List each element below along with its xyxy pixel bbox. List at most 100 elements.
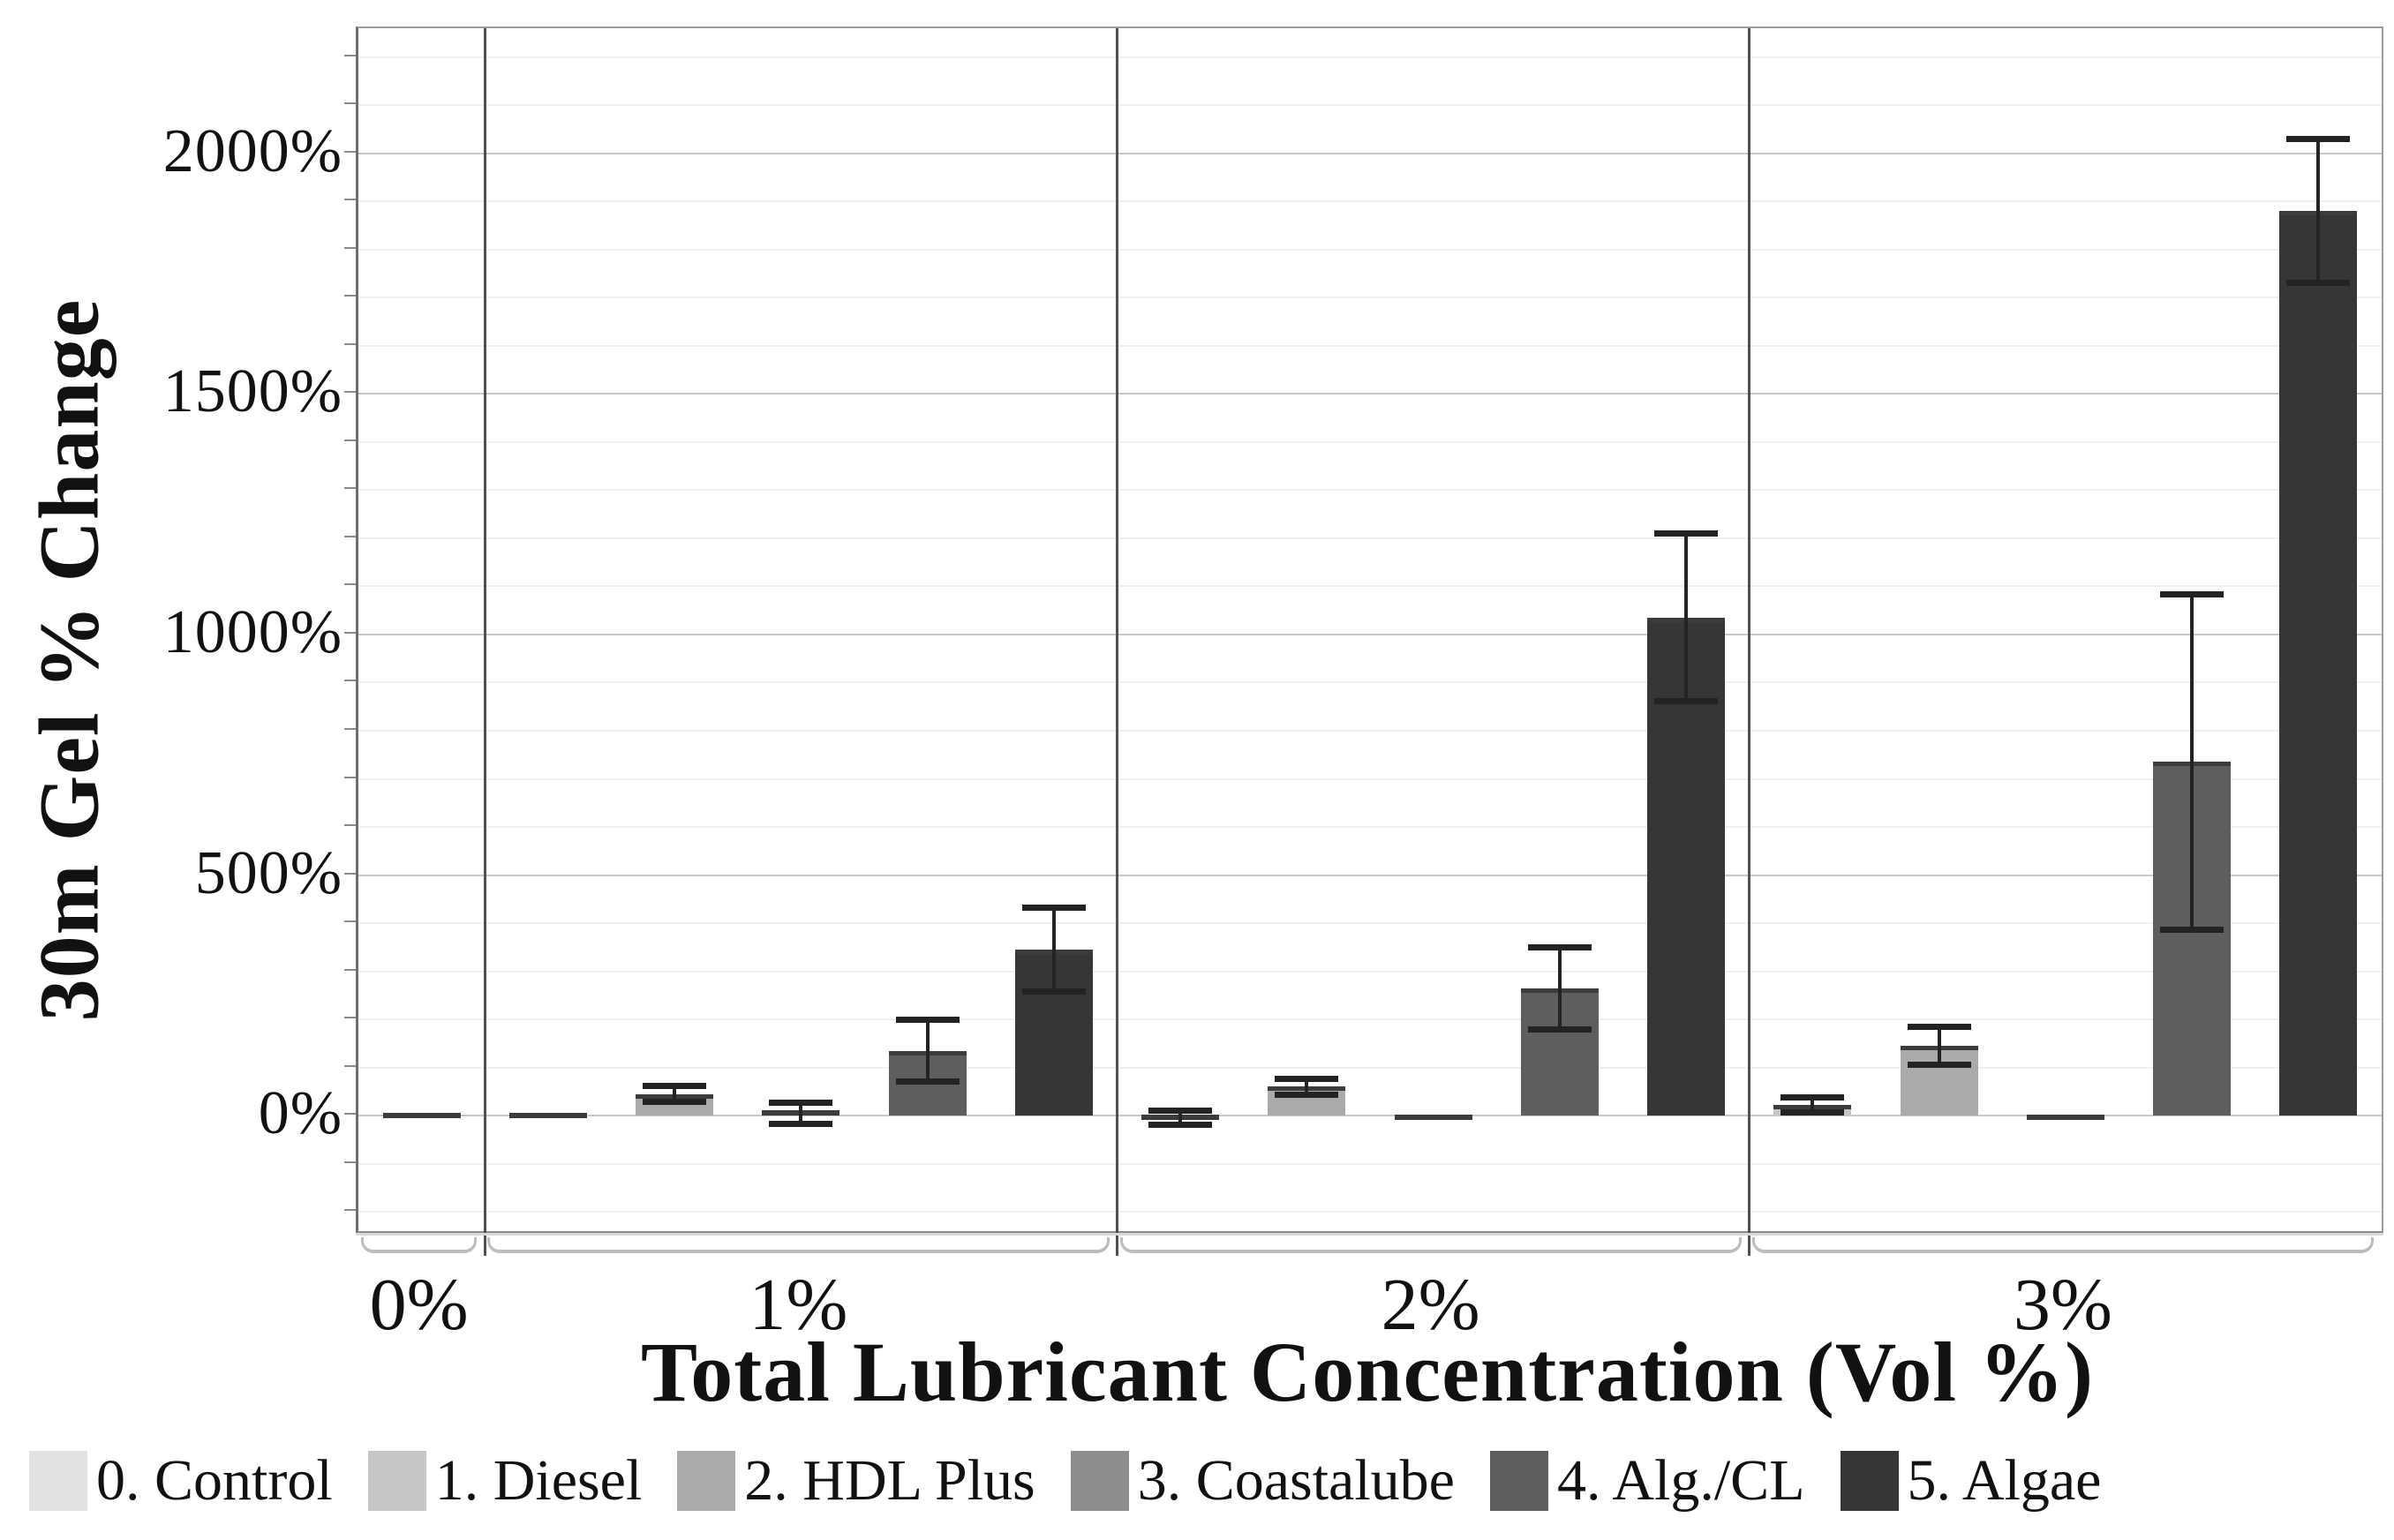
y-axis-tick [344, 1209, 356, 1212]
y-axis-tick [344, 1161, 356, 1163]
error-bar-line [1684, 533, 1689, 702]
legend-swatch [677, 1451, 736, 1511]
legend-swatch [1070, 1451, 1129, 1511]
y-axis-tick [344, 342, 356, 345]
error-bar-cap-bottom [1275, 1092, 1339, 1099]
gridline-major [358, 152, 2382, 154]
legend-swatch [1489, 1451, 1548, 1511]
error-bar-cap-top [2160, 590, 2225, 597]
bar-1-diesel-1% [508, 1113, 587, 1119]
error-bar-line [799, 1101, 803, 1124]
gridline-minor [358, 489, 2382, 492]
y-axis-tick [344, 776, 356, 778]
y-axis-tick [344, 824, 356, 827]
y-axis-tick [344, 920, 356, 923]
error-bar-cap-top [2286, 136, 2351, 143]
bar-5-algae-3% [2279, 211, 2358, 1116]
gridline-major [358, 874, 2382, 876]
error-bar-line [1557, 946, 1562, 1030]
error-bar-cap-bottom [1907, 1061, 1971, 1068]
legend-swatch [1840, 1451, 1899, 1511]
legend-item: 1. Diesel [367, 1447, 643, 1514]
legend-label: 3. Coastalube [1137, 1448, 1455, 1513]
gridline-minor [358, 585, 2382, 588]
gridline-minor [358, 297, 2382, 299]
y-axis-tick [344, 487, 356, 490]
error-bar-line [1178, 1109, 1183, 1126]
y-axis-tick [344, 295, 356, 297]
gridline-minor [358, 778, 2382, 780]
y-axis-tick [344, 872, 356, 875]
gridline-minor [358, 248, 2382, 251]
legend-item: 0. Control [29, 1447, 333, 1514]
group-divider [1116, 28, 1118, 1256]
gridline-major [358, 393, 2382, 395]
y-axis-tick [344, 535, 356, 537]
y-tick-label: 1000% [162, 597, 343, 666]
error-bar-cap-top [1021, 905, 1086, 912]
error-bar-cap-top [769, 1099, 833, 1106]
gridline-minor [358, 681, 2382, 684]
gridline-minor [358, 200, 2382, 203]
y-axis-tick [344, 583, 356, 586]
y-tick-label: 0% [258, 1079, 343, 1148]
y-axis-tick [344, 680, 356, 682]
y-axis-tick [344, 1017, 356, 1019]
gridline-minor [358, 56, 2382, 58]
error-bar-line [673, 1086, 677, 1102]
gridline-minor [358, 1066, 2382, 1069]
gridline-minor [358, 826, 2382, 829]
y-axis-tick [344, 439, 356, 441]
gridline-minor [358, 344, 2382, 347]
gridline-minor [358, 537, 2382, 539]
gridline-minor [358, 104, 2382, 107]
y-tick-label: 2000% [162, 116, 343, 185]
y-axis-tick [344, 54, 356, 56]
legend-label: 0. Control [96, 1448, 333, 1513]
error-bar-cap-bottom [895, 1078, 960, 1085]
legend-item: 2. HDL Plus [677, 1447, 1035, 1514]
gridline-major [358, 633, 2382, 635]
group-divider [483, 28, 486, 1256]
legend-item: 4. Alg./CL [1489, 1447, 1805, 1514]
error-bar-cap-top [643, 1083, 707, 1090]
error-bar-line [2190, 593, 2194, 931]
group-bracket [487, 1237, 1110, 1253]
error-bar-cap-top [1654, 530, 1719, 537]
y-axis-tick [344, 102, 356, 105]
error-bar-cap-bottom [1654, 698, 1719, 705]
group-bracket [1751, 1237, 2374, 1253]
bar-0-control-0% [382, 1113, 461, 1119]
legend: 0. Control 1. Diesel 2. HDL Plus 3. Coastal… [29, 1446, 2377, 1516]
error-bar-cap-top [895, 1017, 960, 1024]
gridline-minor [358, 1018, 2382, 1021]
group-bracket [1119, 1237, 1742, 1253]
y-axis-tick [344, 727, 356, 730]
y-axis-tick [344, 1064, 356, 1067]
y-axis-tick [344, 391, 356, 394]
error-bar-cap-top [1275, 1075, 1339, 1082]
legend-label: 5. Algae [1907, 1448, 2102, 1513]
error-bar-cap-top [1148, 1107, 1213, 1114]
y-tick-label: 500% [194, 838, 343, 907]
error-bar-line [1305, 1078, 1309, 1096]
y-tick-label: 1500% [162, 357, 343, 426]
plot-area [356, 26, 2383, 1256]
category-label: 0% [369, 1264, 469, 1346]
legend-label: 4. Alg./CL [1556, 1448, 1805, 1513]
group-divider [1748, 28, 1751, 1256]
legend-label: 1. Diesel [434, 1448, 643, 1513]
error-bar-cap-bottom [1780, 1108, 1845, 1116]
error-bar-cap-bottom [1527, 1025, 1592, 1033]
y-axis-tick [344, 631, 356, 634]
gridline-major [358, 1115, 2382, 1117]
error-bar-line [1811, 1097, 1815, 1113]
y-axis-tick [344, 150, 356, 153]
category-label: 1% [749, 1264, 848, 1346]
gridline-minor [358, 1162, 2382, 1165]
legend-swatch [367, 1451, 426, 1511]
legend-item: 3. Coastalube [1070, 1447, 1455, 1514]
x-axis-line [356, 1233, 2383, 1236]
legend-item: 5. Algae [1840, 1447, 2102, 1514]
